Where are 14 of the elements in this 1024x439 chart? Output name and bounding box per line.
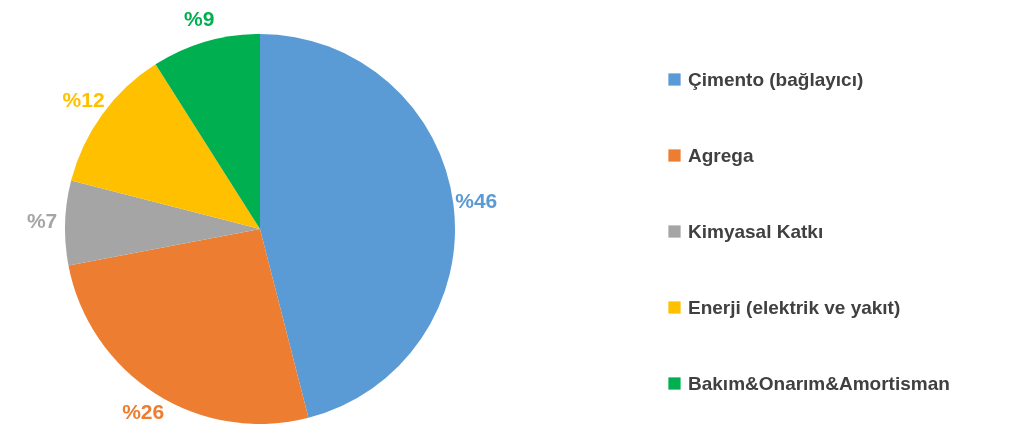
data-label: %46 [455,188,498,212]
legend-label: Agrega [688,144,754,166]
pie-slice [155,34,260,229]
data-label: %7 [26,209,58,233]
legend-label: Kimyasal Katkı [688,220,824,242]
data-label: %9 [184,6,215,30]
pie-slice [65,180,260,266]
legend-label: Çimento (bağlayıcı) [688,68,864,90]
data-label: %26 [122,400,165,424]
pie-slice [68,229,309,424]
legend-label: Bakım&Onarım&Amortisman [688,372,950,394]
data-label: %12 [62,87,105,111]
pie-slice [260,34,455,418]
legend-label: Enerji (elektrik ve yakıt) [688,296,901,318]
